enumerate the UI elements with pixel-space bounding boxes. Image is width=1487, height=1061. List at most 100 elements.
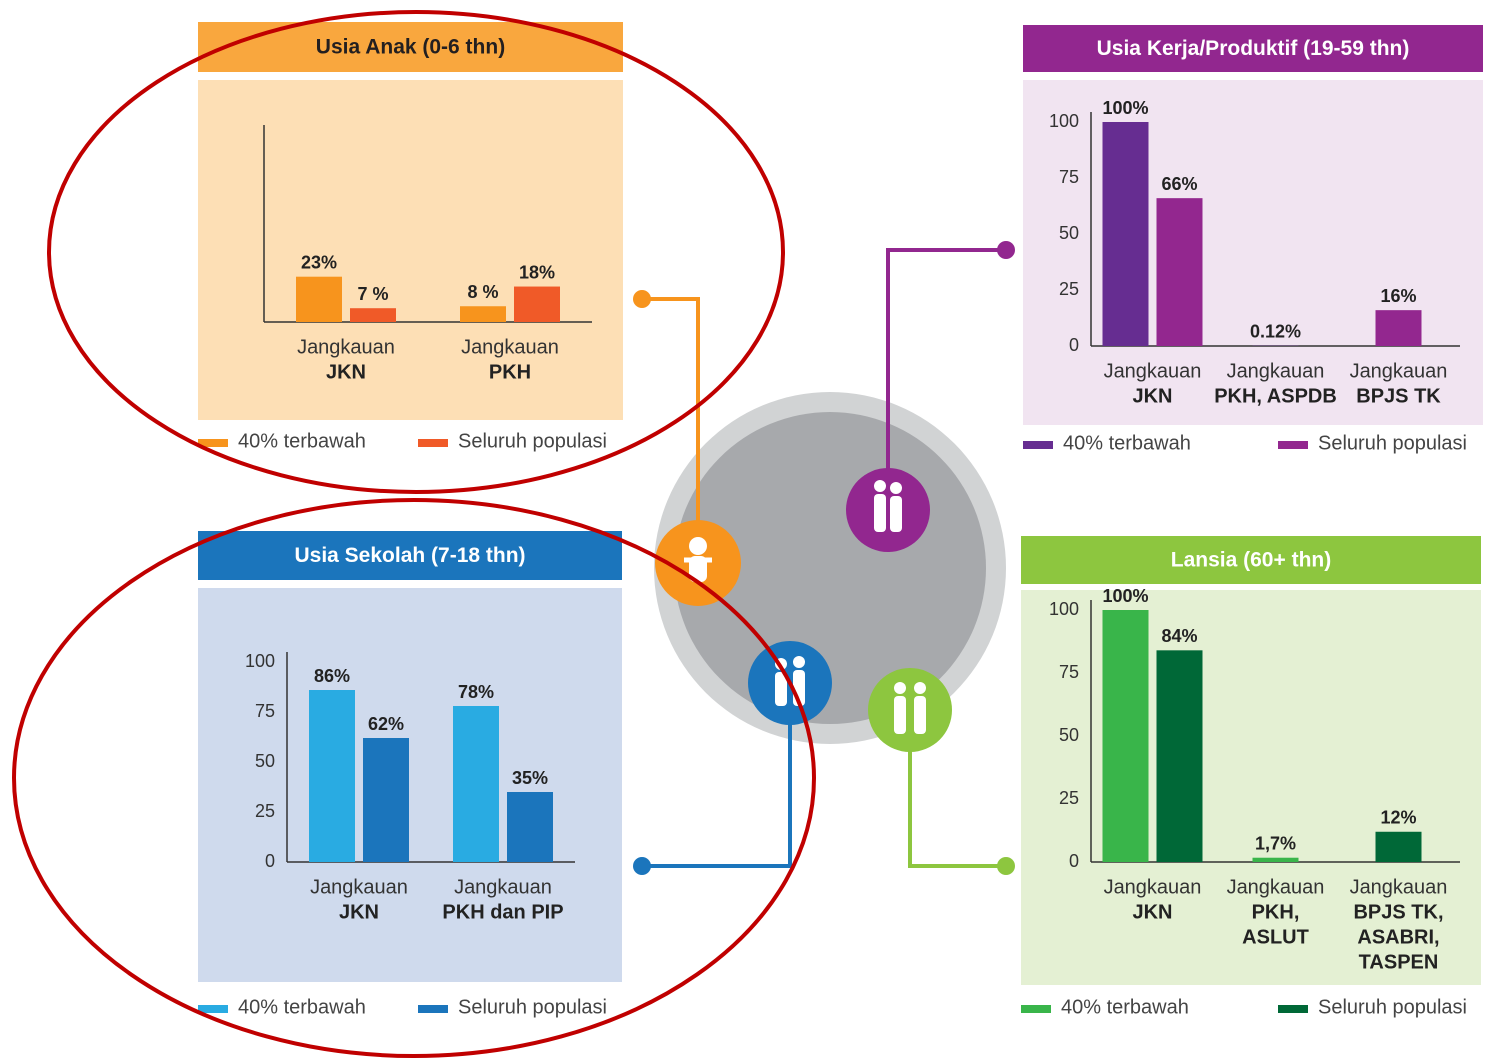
bar	[1375, 831, 1422, 862]
legend-swatch	[1278, 441, 1308, 449]
bar	[460, 306, 506, 322]
legend-swatch	[198, 1005, 228, 1013]
bar	[1156, 198, 1203, 346]
legend-swatch	[1023, 441, 1053, 449]
category-label: Jangkauan	[1104, 360, 1202, 382]
value-label: 62%	[368, 714, 404, 734]
chart-title: Usia Kerja/Produktif (19-59 thn)	[1097, 37, 1410, 60]
connector-dot	[633, 857, 651, 875]
bar	[363, 738, 409, 862]
bar	[507, 792, 553, 862]
bar	[453, 706, 499, 862]
legend-label: Seluruh populasi	[458, 430, 607, 452]
y-tick-label: 50	[255, 751, 275, 771]
category-label: Jangkauan	[461, 336, 559, 358]
category-label: Jangkauan	[1227, 360, 1325, 382]
value-label: 23%	[301, 252, 337, 272]
bar	[296, 276, 342, 322]
category-label-bold: ASLUT	[1242, 926, 1309, 948]
category-label-bold: TASPEN	[1359, 951, 1439, 973]
bar	[1252, 857, 1299, 862]
value-label: 7 %	[357, 284, 388, 304]
category-label-bold: JKN	[1132, 901, 1172, 923]
chart-title: Usia Anak (0-6 thn)	[316, 36, 505, 59]
legend-label: Seluruh populasi	[1318, 996, 1467, 1018]
bar	[1102, 122, 1149, 346]
category-label: Jangkauan	[310, 876, 408, 898]
legend-label: 40% terbawah	[238, 430, 366, 452]
panel	[198, 588, 622, 982]
value-label: 1,7%	[1255, 833, 1296, 853]
category-label-bold: BPJS TK,	[1353, 901, 1443, 923]
elderly-icon	[868, 668, 952, 752]
annotations	[12, 10, 816, 1058]
value-label: 18%	[519, 262, 555, 282]
adult-icon	[846, 468, 930, 552]
panel	[1021, 590, 1481, 985]
value-label: 0.12%	[1250, 321, 1301, 341]
chart-title: Lansia (60+ thn)	[1171, 549, 1331, 572]
bar	[309, 690, 355, 862]
value-label: 16%	[1380, 286, 1416, 306]
category-label-bold: BPJS TK	[1356, 385, 1441, 407]
highlight-ellipse	[12, 498, 816, 1058]
legend-label: Seluruh populasi	[1318, 432, 1467, 454]
highlight-ellipse	[47, 10, 785, 494]
y-tick-label: 25	[1059, 788, 1079, 808]
center-graphic	[633, 241, 1015, 875]
chart-title: Usia Sekolah (7-18 thn)	[294, 544, 525, 567]
category-label-bold: PKH, ASPDB	[1214, 385, 1337, 407]
legend-swatch	[1021, 1005, 1051, 1013]
category-label: Jangkauan	[454, 876, 552, 898]
y-tick-label: 50	[1059, 725, 1079, 745]
category-label-bold: JKN	[1132, 385, 1172, 407]
value-label: 100%	[1102, 586, 1148, 606]
legend-label: Seluruh populasi	[458, 996, 607, 1018]
category-label: Jangkauan	[1104, 876, 1202, 898]
panel	[198, 80, 623, 420]
category-label-bold: ASABRI,	[1357, 926, 1439, 948]
header	[1023, 25, 1483, 72]
header	[198, 531, 622, 580]
y-tick-label: 0	[1069, 335, 1079, 355]
category-label-bold: JKN	[326, 361, 366, 383]
legend-swatch	[1278, 1005, 1308, 1013]
y-tick-label: 0	[265, 851, 275, 871]
connector	[642, 297, 700, 525]
bar	[1375, 310, 1422, 346]
connector	[642, 720, 792, 868]
legend-swatch	[198, 439, 228, 447]
y-tick-label: 100	[1049, 599, 1079, 619]
bar	[1102, 610, 1149, 862]
y-tick-label: 25	[1059, 279, 1079, 299]
y-tick-label: 75	[255, 701, 275, 721]
value-label: 12%	[1380, 808, 1416, 828]
y-tick-label: 0	[1069, 851, 1079, 871]
value-label: 35%	[512, 768, 548, 788]
value-label: 66%	[1161, 174, 1197, 194]
y-tick-label: 75	[1059, 662, 1079, 682]
category-label-bold: PKH dan PIP	[442, 901, 563, 923]
category-label: Jangkauan	[297, 336, 395, 358]
legend-label: 40% terbawah	[1063, 432, 1191, 454]
value-label: 100%	[1102, 98, 1148, 118]
category-label-bold: PKH	[489, 361, 531, 383]
value-label: 8 %	[467, 282, 498, 302]
bar	[514, 286, 560, 322]
category-label: Jangkauan	[1350, 360, 1448, 382]
connector	[886, 248, 1006, 470]
category-label-bold: JKN	[339, 901, 379, 923]
bar	[1156, 650, 1203, 862]
y-tick-label: 50	[1059, 223, 1079, 243]
y-tick-label: 100	[245, 651, 275, 671]
bar	[350, 308, 396, 322]
legend-label: 40% terbawah	[1061, 996, 1189, 1018]
connector-dot	[633, 290, 651, 308]
charts: Usia Anak (0-6 thn) Jangkauan JKN 23% 7 % Jan…	[198, 22, 1483, 1018]
value-label: 78%	[458, 682, 494, 702]
connector-dot	[997, 857, 1015, 875]
value-label: 86%	[314, 666, 350, 686]
category-label: Jangkauan	[1227, 876, 1325, 898]
category-label-bold: PKH,	[1252, 901, 1300, 923]
